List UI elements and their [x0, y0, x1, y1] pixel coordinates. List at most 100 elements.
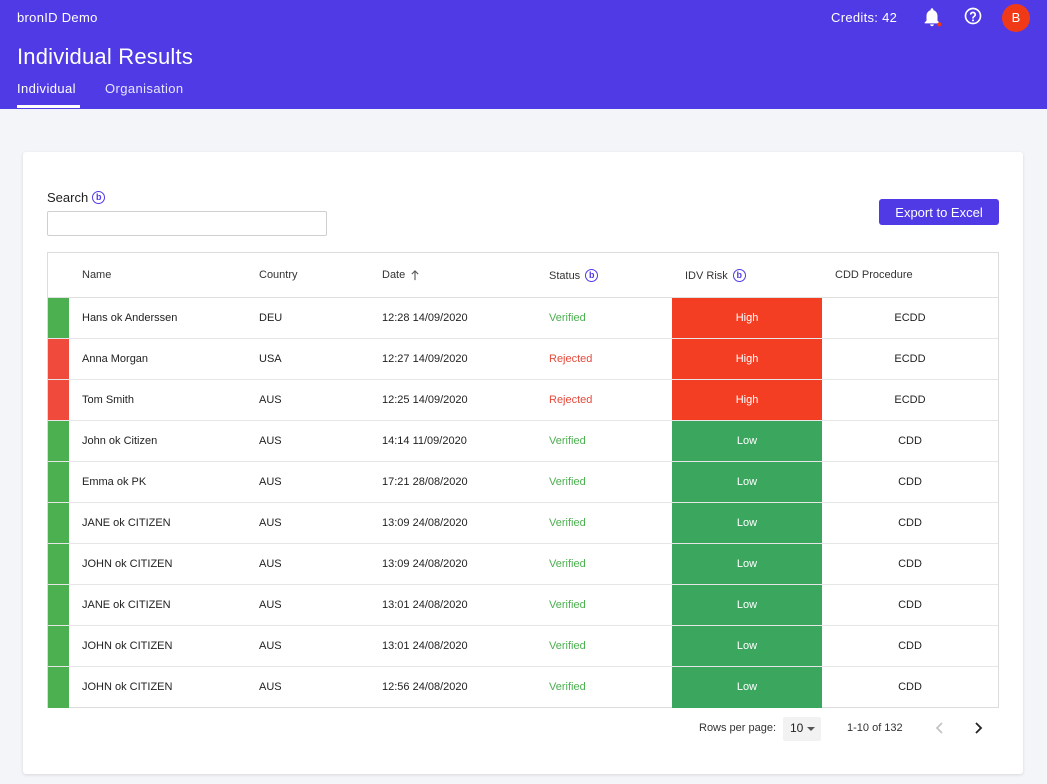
- cell-status: Verified: [549, 476, 586, 488]
- cell-country: AUS: [259, 599, 282, 611]
- cell-country: AUS: [259, 394, 282, 406]
- user-avatar[interactable]: B: [1002, 4, 1030, 32]
- cell-cdd-procedure: ECDD: [894, 353, 926, 365]
- cell-idv-risk: Low: [672, 421, 822, 461]
- cell-date: 14:14 11/09/2020: [382, 435, 467, 447]
- cell-date: 12:28 14/09/2020: [382, 312, 468, 324]
- next-page-icon[interactable]: [968, 718, 988, 738]
- table-row[interactable]: JOHN ok CITIZEN AUS 13:09 24/08/2020 Verifi…: [48, 544, 998, 585]
- status-indicator-bar: [48, 421, 69, 461]
- status-indicator-bar: [48, 339, 69, 379]
- cell-name: JOHN ok CITIZEN: [82, 681, 173, 693]
- cell-idv-risk: Low: [672, 544, 822, 584]
- cell-date: 12:56 24/08/2020: [382, 681, 468, 693]
- cell-country: AUS: [259, 476, 282, 488]
- cell-idv-risk: Low: [672, 462, 822, 502]
- tab-organisation[interactable]: Organisation: [105, 81, 184, 96]
- cell-cdd-procedure: CDD: [898, 517, 922, 529]
- column-header-cdd-procedure[interactable]: CDD Procedure: [835, 269, 913, 281]
- status-indicator-bar: [48, 462, 69, 502]
- cell-name: John ok Citizen: [82, 435, 158, 447]
- cell-idv-risk: High: [672, 380, 822, 420]
- cell-country: USA: [259, 353, 282, 365]
- table-row[interactable]: Tom Smith AUS 12:25 14/09/2020 Rejected High…: [48, 380, 998, 421]
- column-header-country[interactable]: Country: [259, 269, 298, 281]
- cell-status: Verified: [549, 312, 586, 324]
- cell-name: Emma ok PK: [82, 476, 147, 488]
- search-label: Search b: [47, 190, 106, 205]
- cell-status: Verified: [549, 435, 586, 447]
- app-bar: bronID Demo Credits: 42 B Individual Res…: [0, 0, 1047, 109]
- cell-date: 13:09 24/08/2020: [382, 517, 468, 529]
- table-row[interactable]: JANE ok CITIZEN AUS 13:09 24/08/2020 Verifi…: [48, 503, 998, 544]
- active-tab-indicator: [17, 105, 80, 108]
- table-header: Name Country Date Status b IDV Risk b CD…: [48, 253, 998, 298]
- cell-country: DEU: [259, 312, 283, 324]
- info-b-icon[interactable]: b: [585, 269, 599, 282]
- column-header-idv-risk[interactable]: IDV Risk b: [685, 269, 746, 282]
- info-b-icon[interactable]: b: [732, 269, 746, 282]
- cell-cdd-procedure: CDD: [898, 476, 922, 488]
- cell-cdd-procedure: CDD: [898, 599, 922, 611]
- column-header-name[interactable]: Name: [82, 269, 112, 281]
- cell-status: Verified: [549, 599, 586, 611]
- results-card: Search b Export to Excel Name Country Da…: [23, 152, 1023, 774]
- table-row[interactable]: JOHN ok CITIZEN AUS 13:01 24/08/2020 Verifi…: [48, 626, 998, 667]
- cell-date: 17:21 28/08/2020: [382, 476, 468, 488]
- rows-per-page-value: 10: [790, 721, 804, 735]
- cell-idv-risk: Low: [672, 503, 822, 543]
- sort-ascending-icon[interactable]: [410, 269, 420, 281]
- table-row[interactable]: Emma ok PK AUS 17:21 28/08/2020 Verified Low…: [48, 462, 998, 503]
- caret-down-icon: [807, 727, 815, 731]
- app-title: bronID Demo: [17, 10, 98, 25]
- cell-idv-risk: Low: [672, 626, 822, 666]
- cell-country: AUS: [259, 435, 282, 447]
- search-label-text: Search: [47, 190, 89, 205]
- help-icon[interactable]: [963, 6, 983, 26]
- table-row[interactable]: JOHN ok CITIZEN AUS 12:56 24/08/2020 Verifi…: [48, 667, 998, 708]
- cell-status: Verified: [549, 517, 586, 529]
- previous-page-icon[interactable]: [930, 718, 950, 738]
- info-b-icon[interactable]: b: [92, 191, 106, 204]
- column-header-date[interactable]: Date: [382, 269, 420, 281]
- cell-country: AUS: [259, 517, 282, 529]
- column-header-status[interactable]: Status b: [549, 269, 599, 282]
- table-row[interactable]: Anna Morgan USA 12:27 14/09/2020 Rejected Hi…: [48, 339, 998, 380]
- cell-date: 13:01 24/08/2020: [382, 599, 468, 611]
- cell-name: JOHN ok CITIZEN: [82, 640, 173, 652]
- cell-idv-risk: High: [672, 298, 822, 338]
- cell-name: JOHN ok CITIZEN: [82, 558, 173, 570]
- cell-date: 13:01 24/08/2020: [382, 640, 468, 652]
- notifications-bell-icon[interactable]: [921, 6, 943, 28]
- cell-status: Verified: [549, 681, 586, 693]
- table-row[interactable]: Hans ok Anderssen DEU 12:28 14/09/2020 Veri…: [48, 298, 998, 339]
- cell-cdd-procedure: CDD: [898, 558, 922, 570]
- status-indicator-bar: [48, 667, 69, 708]
- credits-counter: Credits: 42: [831, 10, 898, 25]
- cell-country: AUS: [259, 681, 282, 693]
- cell-status: Rejected: [549, 394, 593, 406]
- cell-cdd-procedure: CDD: [898, 435, 922, 447]
- results-table: Name Country Date Status b IDV Risk b CD…: [47, 252, 999, 708]
- status-indicator-bar: [48, 298, 69, 338]
- export-to-excel-button[interactable]: Export to Excel: [879, 199, 999, 225]
- status-indicator-bar: [48, 380, 69, 420]
- table-row[interactable]: John ok Citizen AUS 14:14 11/09/2020 Verifi…: [48, 421, 998, 462]
- cell-date: 13:09 24/08/2020: [382, 558, 468, 570]
- cell-status: Rejected: [549, 353, 593, 365]
- cell-name: Anna Morgan: [82, 353, 149, 365]
- cell-idv-risk: Low: [672, 585, 822, 625]
- search-input[interactable]: [47, 211, 327, 236]
- tab-individual[interactable]: Individual: [17, 81, 76, 96]
- pagination-range: 1-10 of 132: [847, 722, 903, 734]
- table-row[interactable]: JANE ok CITIZEN AUS 13:01 24/08/2020 Verifi…: [48, 585, 998, 626]
- rows-per-page-select[interactable]: 10: [783, 717, 821, 741]
- page-title: Individual Results: [17, 44, 194, 69]
- cell-date: 12:25 14/09/2020: [382, 394, 468, 406]
- status-indicator-bar: [48, 544, 69, 584]
- status-indicator-bar: [48, 503, 69, 543]
- status-indicator-bar: [48, 585, 69, 625]
- cell-country: AUS: [259, 640, 282, 652]
- cell-idv-risk: Low: [672, 667, 822, 708]
- cell-cdd-procedure: CDD: [898, 640, 922, 652]
